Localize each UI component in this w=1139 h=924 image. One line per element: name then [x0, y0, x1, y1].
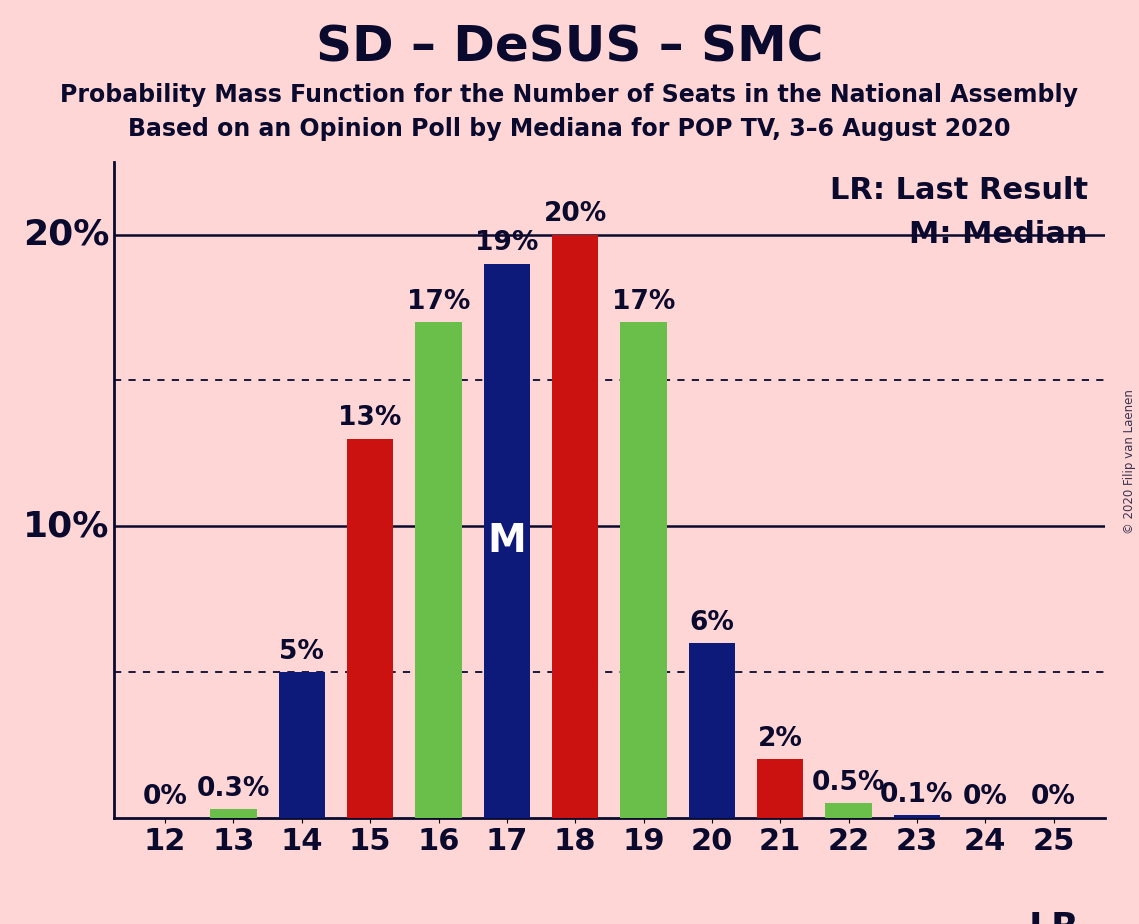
Text: 19%: 19% — [475, 230, 539, 257]
Text: 17%: 17% — [407, 289, 470, 315]
Text: LR: LR — [1029, 911, 1079, 924]
Text: 0.3%: 0.3% — [197, 776, 270, 802]
Text: 13%: 13% — [338, 406, 402, 432]
Text: 2%: 2% — [757, 726, 803, 752]
Bar — [621, 322, 666, 818]
Bar — [416, 322, 461, 818]
Bar — [211, 809, 256, 818]
Bar — [484, 263, 530, 818]
Bar — [826, 803, 871, 818]
Text: 0%: 0% — [142, 784, 188, 810]
Text: M: Median: M: Median — [909, 220, 1088, 249]
Text: 0.5%: 0.5% — [812, 770, 885, 796]
Text: 0.1%: 0.1% — [880, 782, 953, 808]
Text: 0%: 0% — [962, 784, 1008, 810]
Bar — [689, 643, 735, 818]
Text: M: M — [487, 522, 526, 560]
Bar — [347, 439, 393, 818]
Text: 20%: 20% — [543, 201, 607, 227]
Text: © 2020 Filip van Laenen: © 2020 Filip van Laenen — [1123, 390, 1137, 534]
Bar — [279, 672, 325, 818]
Text: Probability Mass Function for the Number of Seats in the National Assembly: Probability Mass Function for the Number… — [60, 83, 1079, 107]
Text: 17%: 17% — [612, 289, 675, 315]
Bar — [757, 760, 803, 818]
Text: LR: Last Result: LR: Last Result — [829, 176, 1088, 205]
Text: 5%: 5% — [279, 638, 325, 664]
Text: 6%: 6% — [689, 610, 735, 636]
Bar — [552, 235, 598, 818]
Text: Based on an Opinion Poll by Mediana for POP TV, 3–6 August 2020: Based on an Opinion Poll by Mediana for … — [129, 117, 1010, 141]
Text: 10%: 10% — [23, 509, 109, 543]
Bar — [894, 815, 940, 818]
Text: SD – DeSUS – SMC: SD – DeSUS – SMC — [316, 23, 823, 71]
Text: 0%: 0% — [1031, 784, 1076, 810]
Text: 20%: 20% — [23, 217, 109, 251]
